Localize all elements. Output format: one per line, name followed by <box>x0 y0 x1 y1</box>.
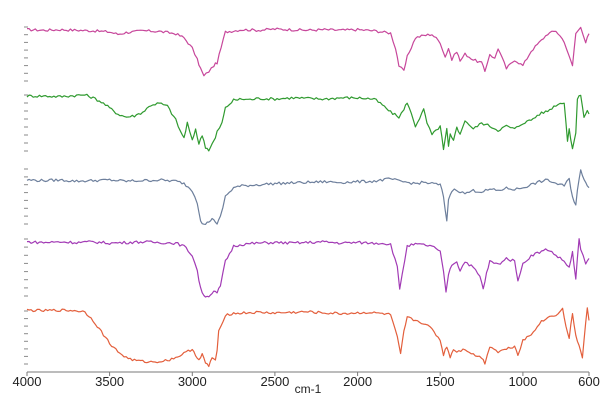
x-tick-label-3000: 3000 <box>178 374 207 389</box>
x-tick-label-1000: 1000 <box>508 374 537 389</box>
spectrum-trace-3 <box>26 169 590 225</box>
x-tick-label-600: 600 <box>578 374 600 389</box>
spectrum-trace-2 <box>26 93 590 152</box>
x-axis-title: cm-1 <box>295 382 322 396</box>
y-tick-marks <box>24 26 28 365</box>
x-tick-label-2500: 2500 <box>260 374 289 389</box>
spectra-traces <box>26 26 590 368</box>
x-tick-label-1500: 1500 <box>426 374 455 389</box>
x-tick-label-2000: 2000 <box>343 374 372 389</box>
x-tick-label-3500: 3500 <box>95 374 124 389</box>
x-tick-label-4000: 4000 <box>13 374 42 389</box>
x-axis-tick-labels: 4000 3500 3000 2500 2000 1500 1000 600 <box>13 374 600 389</box>
spectrum-trace-1 <box>27 26 590 77</box>
spectrum-trace-4 <box>26 238 590 298</box>
spectrum-trace-5 <box>26 307 590 368</box>
x-axis-ticks <box>26 372 590 376</box>
